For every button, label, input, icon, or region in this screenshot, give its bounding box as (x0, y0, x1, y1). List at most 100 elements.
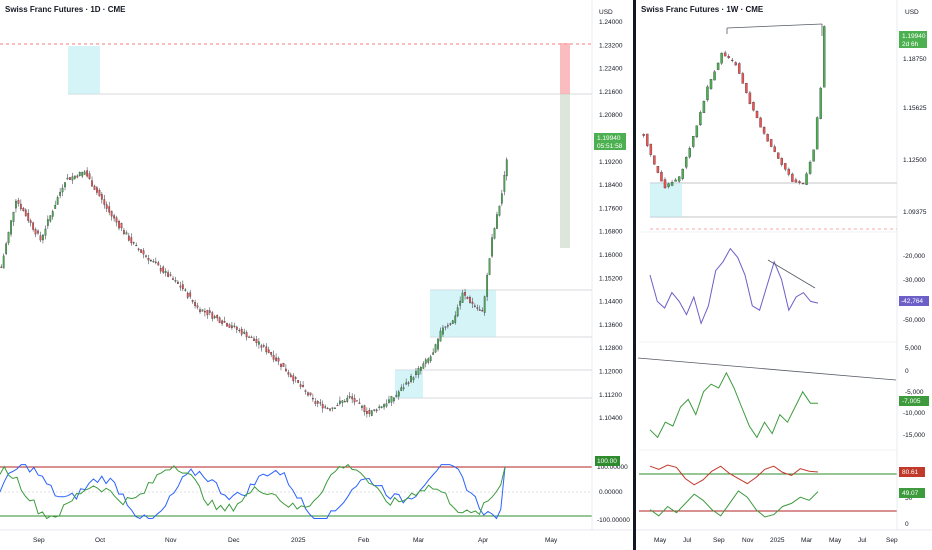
daily-candle-body (498, 205, 501, 216)
daily-candle-body (464, 292, 466, 296)
daily-candle-body (456, 307, 459, 317)
cot2-value: -7,005 (902, 398, 921, 405)
weekly-candle-body (706, 86, 709, 101)
daily-candle-body (331, 407, 334, 409)
daily-candle-body (59, 191, 62, 196)
daily-candle-body (370, 410, 373, 416)
left-price-tick: 1.12800 (599, 345, 623, 352)
daily-candle-body (471, 301, 474, 304)
daily-candle-body (422, 363, 425, 369)
weekly-candle-body (663, 179, 667, 189)
daily-candle-body (442, 327, 444, 335)
daily-candle-body (419, 366, 422, 371)
weekly-candles (642, 25, 826, 189)
daily-candle-body (172, 278, 174, 280)
daily-candle-body (410, 376, 412, 382)
weekly-candle-body (667, 183, 670, 187)
daily-candle-body (262, 345, 265, 347)
weekly-candle-body (777, 152, 780, 159)
cot1-tick-1: -20,000 (903, 253, 925, 260)
daily-candle-body (255, 339, 258, 344)
w-time-jul: Jul (683, 537, 692, 544)
daily-candle-body (307, 392, 309, 396)
daily-candle-body (93, 185, 96, 190)
daily-candle-body (407, 382, 410, 384)
daily-candle-body (289, 374, 292, 378)
left-price-tick: 1.21600 (599, 89, 623, 96)
daily-candle-body (66, 177, 69, 180)
weekly-osc-badge-green (899, 488, 925, 498)
weekly-candle-body (823, 26, 826, 88)
left-price-tick: 1.19200 (599, 159, 623, 166)
daily-candle-body (51, 211, 54, 217)
daily-candle-body (12, 211, 15, 222)
daily-candle-body (10, 220, 12, 235)
daily-candle-body (491, 237, 493, 257)
daily-candle-body (427, 358, 430, 363)
osc-axis-label-top: 100.00000 (597, 464, 628, 471)
weekly-candle-body (695, 125, 699, 138)
daily-candle-body (451, 320, 454, 324)
daily-candle-body (353, 398, 356, 403)
daily-candle-body (415, 371, 417, 375)
daily-candle-body (383, 404, 385, 408)
daily-candle-body (2, 255, 5, 269)
left-price-tick: 1.23200 (599, 42, 623, 49)
daily-candle-body (299, 384, 302, 387)
daily-candle-body (417, 368, 420, 375)
daily-candle-body (329, 408, 331, 411)
daily-candle-body (221, 320, 223, 324)
daily-candle-body (194, 302, 196, 307)
weekly-candle-body (755, 111, 759, 119)
daily-candle-body (258, 341, 260, 345)
time-tick-2025: 2025 (291, 537, 306, 544)
daily-candle-body (162, 266, 165, 273)
daily-candle-body (15, 200, 17, 209)
daily-candle-body (123, 230, 125, 234)
weekly-candle-body (791, 173, 794, 182)
daily-candle-body (505, 159, 508, 177)
daily-candle-body (439, 330, 442, 342)
panel-divider[interactable] (633, 0, 636, 550)
daily-candle-body (294, 377, 297, 379)
weekly-candle-body (805, 173, 808, 185)
cot1-series-0 (649, 247, 819, 325)
daily-candle-body (184, 289, 187, 291)
daily-candle-body (253, 338, 255, 342)
daily-candle-body (181, 284, 184, 290)
weekly-candle-body (677, 176, 681, 182)
cot-net-position-1 (649, 247, 819, 325)
left-price-tick: 1.12000 (599, 369, 623, 376)
daily-candle-body (324, 406, 327, 408)
weekly-candle-body (773, 146, 776, 152)
daily-candle-body (461, 292, 464, 303)
daily-candle-body (348, 396, 351, 398)
daily-candle-body (424, 359, 427, 364)
osc-blue-line (0, 464, 506, 520)
daily-candle-body (154, 261, 157, 263)
cot1-trend-line (767, 259, 816, 289)
cot2-series-0 (649, 371, 818, 439)
weekly-candle-body (759, 117, 762, 128)
daily-candle-body (228, 324, 231, 328)
left-chart-title: Swiss Franc Futures · 1D · CME (5, 5, 126, 14)
daily-candle-body (69, 177, 71, 180)
daily-candle-body (486, 274, 489, 297)
daily-candle-body (334, 407, 336, 409)
daily-candle-body (366, 411, 368, 414)
cot2-tick-2: 0 (905, 368, 909, 375)
daily-candle-body (496, 214, 498, 229)
weekly-osc-red: 80.61 (902, 469, 919, 476)
daily-candle-body (385, 403, 388, 407)
daily-candle-body (316, 401, 319, 404)
weekly-candle-body (642, 134, 645, 136)
daily-candle-body (378, 406, 381, 408)
daily-candle-body (459, 300, 462, 306)
weekly-candle-body (688, 148, 691, 158)
daily-candle-body (34, 229, 37, 235)
wosc-series-1 (649, 490, 819, 518)
daily-candle-body (466, 297, 469, 299)
cot1-value: -42,764 (901, 298, 923, 305)
osc-green-line (0, 463, 506, 520)
daily-candle-body (189, 292, 192, 297)
